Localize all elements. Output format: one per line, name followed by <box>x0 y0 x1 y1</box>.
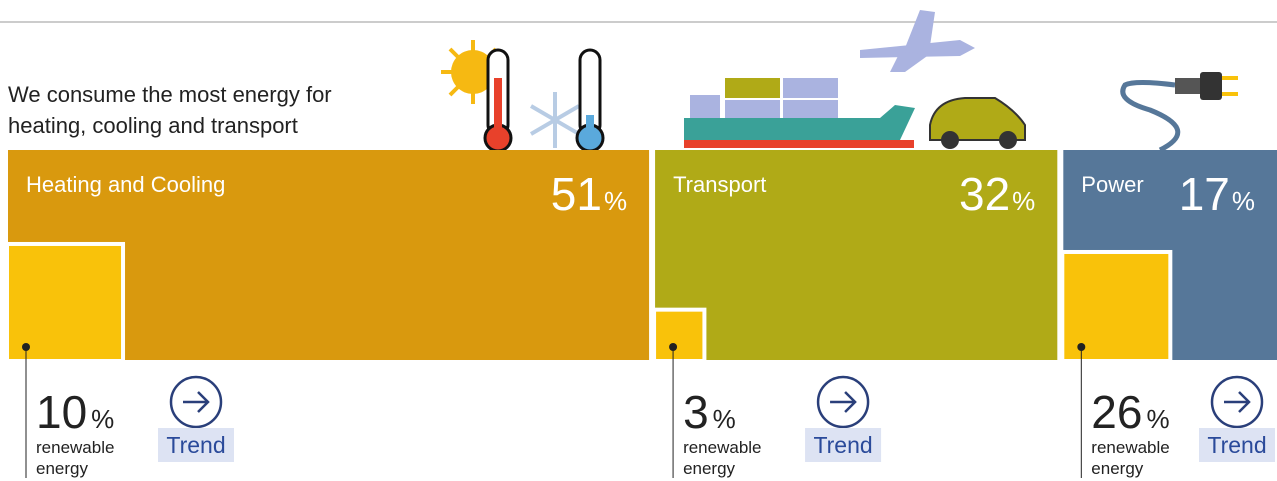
trend-bg <box>805 428 882 462</box>
heat-icons <box>441 40 605 153</box>
renewable-unit: % <box>713 404 736 434</box>
transport-icons <box>684 10 1026 149</box>
renewable-label: 3% <box>683 386 736 438</box>
renewable-caption: energy <box>36 459 88 478</box>
share-label: 51% <box>551 168 627 220</box>
renewable-unit: % <box>1146 404 1169 434</box>
category-label: Transport <box>673 172 766 197</box>
renewable-caption: renewable <box>36 438 114 457</box>
renewable-label: 10% <box>36 386 114 438</box>
trend-button[interactable]: Trend <box>805 375 882 462</box>
plug-icon <box>1120 72 1238 153</box>
edge-cover <box>651 306 655 363</box>
share-value: 32 <box>959 168 1010 220</box>
renewable-value: 26 <box>1091 386 1142 438</box>
trend-label: Trend <box>166 432 225 458</box>
renewable-block <box>652 307 707 363</box>
share-label: 32% <box>959 168 1035 220</box>
trend-arrow <box>183 391 210 413</box>
trend-label: Trend <box>1207 432 1266 458</box>
renewable-block <box>1060 249 1173 363</box>
renewable-caption: renewable <box>1091 438 1169 457</box>
share-value: 17 <box>1179 168 1230 220</box>
title-line: We consume the most energy for <box>8 82 332 107</box>
trend-button[interactable]: Trend <box>1199 375 1275 462</box>
title-line: heating, cooling and transport <box>8 113 298 138</box>
renewable-value: 10 <box>36 386 87 438</box>
renewable-label: 26% <box>1091 386 1169 438</box>
trend-bg <box>158 428 234 462</box>
edge-cover <box>4 240 7 363</box>
trend-bg <box>1199 428 1275 462</box>
edge-cover <box>1059 248 1063 363</box>
trend-arrow <box>1224 391 1251 413</box>
share-unit: % <box>1012 186 1035 216</box>
renewable-block <box>5 241 126 364</box>
renewable-caption: renewable <box>683 438 761 457</box>
trend-label: Trend <box>813 432 872 458</box>
share-value: 51 <box>551 168 602 220</box>
share-unit: % <box>604 186 627 216</box>
category-label: Power <box>1081 172 1143 197</box>
renewable-value: 3 <box>683 386 709 438</box>
share-label: 17% <box>1179 168 1255 220</box>
trend-arrow <box>830 391 857 413</box>
category-label: Heating and Cooling <box>26 172 225 197</box>
share-unit: % <box>1232 186 1255 216</box>
share-block <box>655 150 1058 360</box>
trend-button[interactable]: Trend <box>158 375 234 462</box>
renewable-unit: % <box>91 404 114 434</box>
renewable-caption: energy <box>683 459 735 478</box>
renewable-caption: energy <box>1091 459 1143 478</box>
